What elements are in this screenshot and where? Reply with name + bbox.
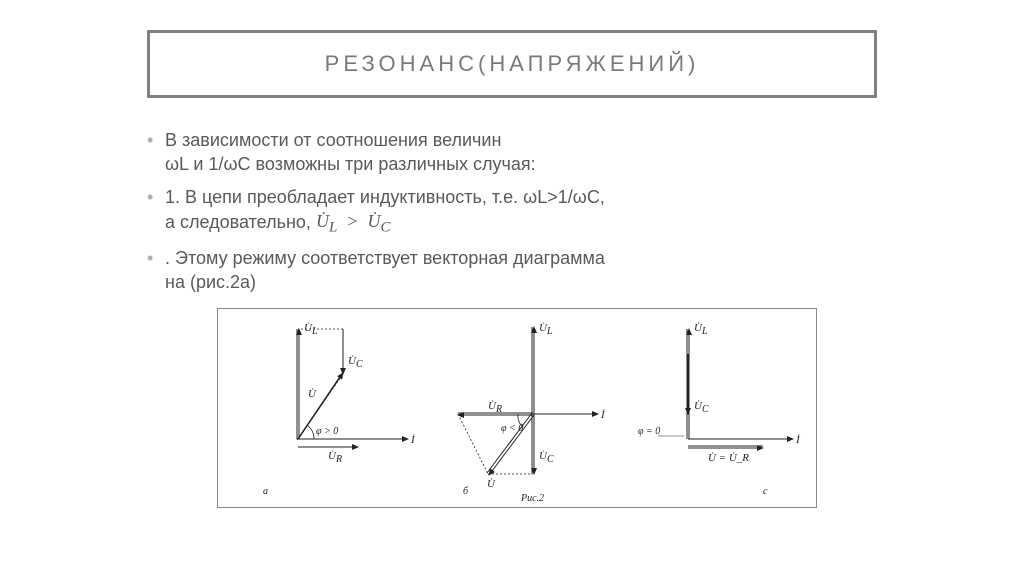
formula-UC-sub: C	[380, 219, 390, 235]
bullet-2-line1: 1. В цепи преобладает индуктивность, т.е…	[165, 187, 605, 207]
vector-diagram-svg: İ U̇L U̇C U̇ φ > 0 U̇R	[218, 309, 818, 509]
label-phi-b: φ < 0	[501, 423, 523, 434]
formula-UC: U̇	[367, 211, 380, 231]
label-phi-a: φ > 0	[316, 426, 338, 437]
vector-diagram-figure: İ U̇L U̇C U̇ φ > 0 U̇R	[217, 308, 817, 508]
bullet-3-line2: на (рис.2а)	[165, 272, 256, 292]
label-I-a: İ	[410, 434, 416, 446]
page-title: РЕЗОНАНС(НАПРЯЖЕНИЙ)	[147, 30, 877, 98]
formula-gt: >	[346, 211, 358, 231]
bullet-1: В зависимости от соотношения величин ωL …	[147, 128, 877, 177]
label-U-b: U̇	[487, 478, 496, 490]
label-UC-b: U̇C	[539, 450, 554, 465]
label-UL-c: U̇L	[694, 322, 708, 337]
bullet-2: 1. В цепи преобладает индуктивность, т.е…	[147, 185, 877, 238]
panel-c: U̇L U̇C İ U̇ = U̇_R φ = 0 c	[638, 322, 801, 497]
bullet-1-line1: В зависимости от соотношения величин	[165, 130, 501, 150]
label-UL-b: U̇L	[539, 322, 553, 337]
label-UR-a: U̇R	[328, 450, 342, 465]
label-UC-c: U̇C	[694, 400, 709, 415]
label-I-b: İ	[600, 409, 606, 421]
formula-UL: U̇	[316, 211, 329, 231]
inequality-formula: U̇L > U̇C	[316, 209, 391, 238]
label-I-c: İ	[795, 434, 801, 446]
panel-b: U̇L U̇C İ U̇R U̇	[458, 322, 606, 504]
bullet-list: В зависимости от соотношения величин ωL …	[147, 128, 877, 294]
label-UR-c: U̇ = U̇_R	[708, 452, 749, 464]
label-U-a: U̇	[308, 388, 317, 400]
panel-b-tag: б	[463, 486, 469, 497]
panel-a-tag: a	[263, 486, 268, 497]
bullet-1-line2: ωL и 1/ωC возможны три различных случая:	[165, 154, 536, 174]
figure-caption: Рис.2	[520, 493, 544, 504]
bullet-3: . Этому режиму соответствует векторная д…	[147, 246, 877, 295]
label-phi-c: φ = 0	[638, 426, 660, 437]
panel-c-tag: c	[763, 486, 768, 497]
bullet-3-line1: . Этому режиму соответствует векторная д…	[165, 248, 605, 268]
label-UL-a: U̇L	[304, 322, 318, 337]
formula-UL-sub: L	[329, 219, 337, 235]
content-area: В зависимости от соотношения величин ωL …	[147, 128, 877, 508]
panel-a: İ U̇L U̇C U̇ φ > 0 U̇R	[263, 322, 416, 497]
title-text: РЕЗОНАНС(НАПРЯЖЕНИЙ)	[325, 51, 700, 76]
bullet-2-line2: а следовательно,	[165, 212, 311, 232]
label-UC-a: U̇C	[348, 355, 363, 370]
